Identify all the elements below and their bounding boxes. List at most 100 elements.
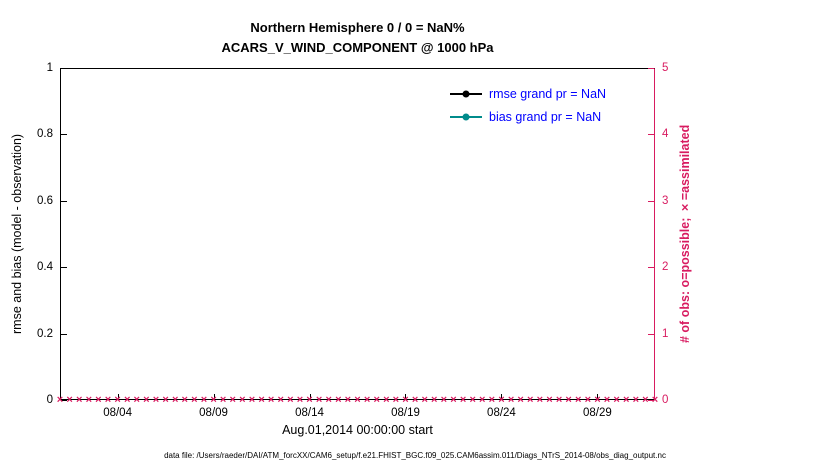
- obs-assimilated-marker: ×: [507, 394, 515, 406]
- right-tick-mark: [648, 267, 654, 269]
- right-axis-label: # of obs: o=possible; ×=assimilated: [678, 124, 692, 344]
- left-axis-label: rmse and bias (model - observation): [10, 133, 24, 335]
- legend: rmse grand pr = NaN bias grand pr = NaN: [450, 82, 606, 128]
- chart-title-line1: Northern Hemisphere 0 / 0 = NaN%: [250, 20, 465, 35]
- legend-label-rmse: rmse grand pr = NaN: [489, 86, 607, 101]
- obs-assimilated-marker: ×: [421, 394, 428, 406]
- x-tick-mark: [309, 394, 311, 400]
- obs-assimilated-marker: ×: [123, 394, 131, 406]
- obs-assimilated-marker: ×: [373, 394, 380, 406]
- right-tick-label: 3: [662, 194, 669, 207]
- left-tick-label: 0.2: [37, 327, 53, 340]
- obs-assimilated-marker: ×: [66, 394, 73, 406]
- x-tick-label: 08/24: [487, 407, 516, 419]
- obs-assimilated-marker: ×: [152, 394, 160, 406]
- obs-assimilated-marker: ×: [498, 394, 505, 406]
- obs-assimilated-marker: ×: [431, 394, 438, 406]
- x-tick-mark: [597, 394, 599, 400]
- left-tick-label: 0.4: [37, 261, 53, 274]
- obs-assimilated-marker: ×: [133, 394, 140, 406]
- obs-assimilated-marker: ×: [354, 394, 361, 406]
- obs-assimilated-marker: ×: [613, 394, 620, 406]
- right-tick-mark: [648, 333, 654, 335]
- obs-assimilated-marker: ×: [536, 394, 544, 406]
- obs-assimilated-marker: ×: [479, 394, 486, 406]
- obs-assimilated-marker: ×: [555, 394, 563, 406]
- obs-assimilated-marker: ×: [75, 394, 83, 406]
- x-tick-mark: [213, 394, 215, 400]
- right-tick-label: 2: [662, 261, 669, 274]
- left-tick-mark: [61, 200, 67, 202]
- obs-assimilated-marker: ×: [632, 394, 640, 406]
- left-tick-label: 0: [46, 394, 53, 406]
- right-tick-label: 1: [662, 327, 669, 340]
- right-tick-mark: [648, 400, 654, 401]
- obs-assimilated-marker: ×: [469, 394, 476, 406]
- obs-assimilated-marker: ×: [459, 394, 467, 406]
- obs-assimilated-marker: ×: [181, 394, 188, 406]
- obs-assimilated-marker: ×: [440, 394, 448, 406]
- obs-assimilated-marker: ×: [325, 394, 332, 406]
- obs-assimilated-marker: ×: [517, 394, 524, 406]
- obs-assimilated-marker: ×: [363, 394, 371, 406]
- x-tick-label: 08/29: [583, 407, 612, 419]
- legend-item-rmse: rmse grand pr = NaN: [450, 82, 606, 105]
- obs-assimilated-marker: ×: [104, 394, 112, 406]
- x-tick-label: 08/14: [295, 407, 324, 419]
- bias-line-marker-icon: [450, 113, 482, 120]
- legend-item-bias: bias grand pr = NaN: [450, 105, 606, 128]
- left-tick-label: 1: [46, 62, 53, 74]
- x-axis-label: Aug.01,2014 00:00:00 start: [282, 423, 433, 437]
- obs-assimilated-marker: ×: [210, 394, 217, 406]
- right-tick-mark: [648, 68, 654, 69]
- obs-assimilated-marker: ×: [258, 394, 265, 406]
- obs-assimilated-marker: ×: [603, 394, 611, 406]
- right-tick-label: 0: [662, 394, 669, 406]
- obs-assimilated-marker: ×: [622, 394, 630, 406]
- obs-assimilated-marker: ×: [527, 394, 534, 406]
- obs-assimilated-marker: ×: [565, 394, 572, 406]
- x-tick-mark: [405, 394, 407, 400]
- obs-assimilated-marker: ×: [219, 394, 227, 406]
- obs-assimilated-marker: ×: [335, 394, 342, 406]
- obs-assimilated-marker: ×: [642, 394, 649, 406]
- obs-assimilated-marker: ×: [143, 394, 150, 406]
- obs-assimilated-marker: ×: [239, 394, 246, 406]
- obs-assimilated-marker: ×: [267, 394, 275, 406]
- obs-assimilated-marker: ×: [114, 394, 121, 406]
- obs-assimilated-marker: ×: [95, 394, 102, 406]
- rmse-line-marker-icon: [450, 90, 482, 97]
- chart-title-line2: ACARS_V_WIND_COMPONENT @ 1000 hPa: [221, 40, 494, 55]
- obs-assimilated-marker: ×: [287, 394, 294, 406]
- obs-assimilated-marker: ×: [277, 394, 284, 406]
- right-tick-label: 5: [662, 62, 669, 74]
- plot-area: [60, 68, 655, 400]
- obs-assimilated-marker: ×: [575, 394, 582, 406]
- right-tick-mark: [648, 200, 654, 202]
- obs-assimilated-marker: ×: [584, 394, 592, 406]
- right-tick-mark: [648, 134, 654, 136]
- data-file-caption: data file: /Users/raeder/DAI/ATM_forcXX/…: [164, 451, 666, 460]
- left-tick-mark: [61, 134, 67, 136]
- left-tick-mark: [61, 333, 67, 335]
- obs-assimilated-marker: ×: [191, 394, 198, 406]
- bias-dot-icon: [462, 113, 470, 120]
- right-tick-label: 4: [662, 128, 669, 141]
- x-tick-label: 08/19: [391, 407, 420, 419]
- left-tick-mark: [61, 267, 67, 269]
- left-tick-mark: [61, 400, 67, 401]
- obs-assimilated-marker: ×: [402, 394, 409, 406]
- obs-assimilated-marker: ×: [594, 394, 601, 406]
- obs-assimilated-marker: ×: [56, 394, 64, 406]
- obs-assimilated-marker: ×: [248, 394, 256, 406]
- obs-assimilated-marker: ×: [344, 394, 352, 406]
- x-tick-mark: [117, 394, 119, 400]
- obs-assimilated-marker: ×: [450, 394, 457, 406]
- obs-assimilated-marker: ×: [296, 394, 304, 406]
- obs-assimilated-marker: ×: [488, 394, 496, 406]
- rmse-dot-icon: [462, 90, 470, 97]
- obs-assimilated-marker: ×: [411, 394, 419, 406]
- obs-assimilated-marker: ×: [162, 394, 169, 406]
- left-tick-label: 0.6: [37, 194, 53, 207]
